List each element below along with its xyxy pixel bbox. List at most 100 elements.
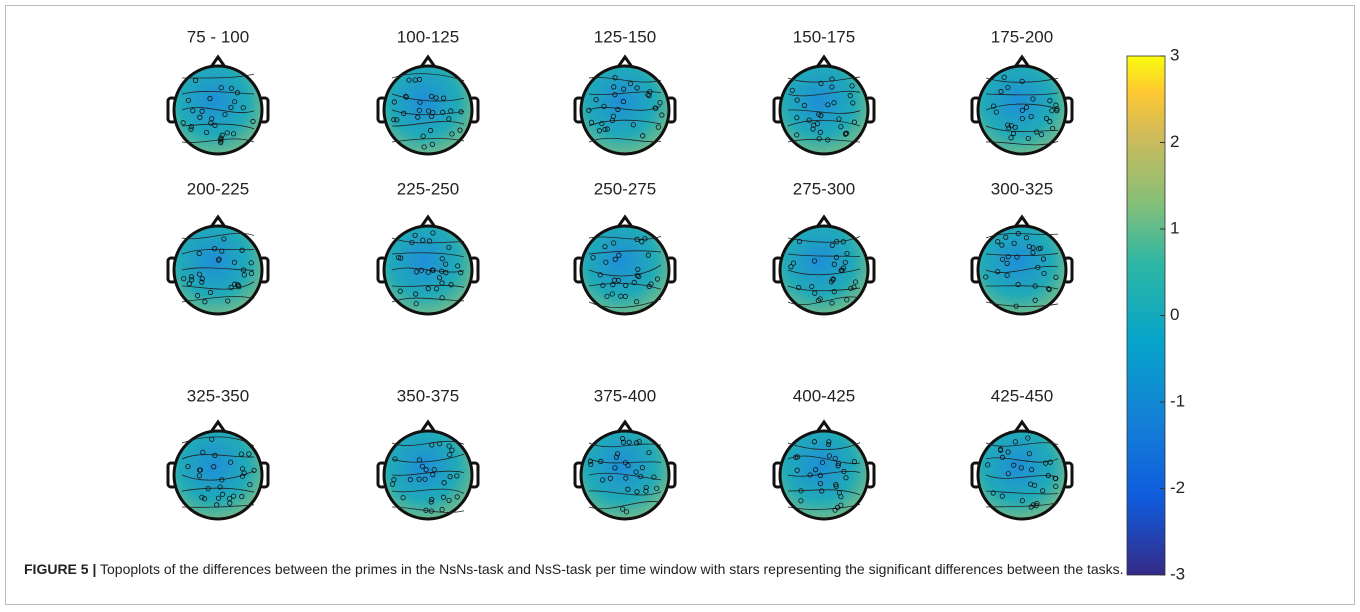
electrode [1023,104,1030,110]
electrode [625,486,631,492]
electrode [458,270,464,276]
electrode [1015,281,1021,288]
electrode [640,133,646,139]
electrode [588,461,594,467]
electrode [250,118,256,124]
colorbar-tick-label: 0 [1170,305,1179,324]
electrode [651,474,657,480]
electrode [794,97,800,103]
electrode [227,500,233,506]
electrode [1003,234,1009,240]
electrode [188,126,194,132]
contour [588,91,662,95]
electrode [1029,467,1035,473]
electrode [807,472,813,478]
electrode [457,127,463,133]
electrode [188,274,195,280]
electrode [817,481,823,487]
electrode [999,242,1005,248]
electrode [228,85,235,91]
electrode [440,95,447,101]
electrode [199,279,205,285]
nose [616,419,634,433]
electrode [449,131,455,137]
contour [181,296,255,303]
contour [391,285,465,288]
head [382,64,474,156]
contour [181,267,255,271]
electrode [806,117,812,123]
electrode [446,116,452,122]
electrode [197,114,203,120]
electrode [439,295,445,301]
electrode [794,467,800,473]
electrode [420,237,426,243]
electrode [999,256,1006,262]
electrode [219,477,225,483]
electrode [609,117,616,124]
panel-title: 200-225 [187,179,249,198]
panel-title: 75 - 100 [187,27,249,46]
electrode [239,473,246,479]
contour [588,77,662,83]
electrode [653,105,659,111]
electrode [995,269,1001,275]
electrode [449,447,455,453]
electrode [616,252,622,258]
electrode [203,129,210,136]
contour [391,138,465,143]
electrode [796,284,802,291]
electrode [426,238,433,244]
electrode [403,93,409,100]
nose [815,214,833,228]
electrode [790,260,797,266]
electrode [611,84,617,90]
electrode [396,254,402,261]
caption: FIGURE 5 | Topoplots of the differences … [24,558,1334,580]
electrode [207,289,214,295]
electrode [835,463,841,469]
contour [181,107,255,113]
electrode [590,255,596,261]
electrode [205,485,211,492]
electrode [207,95,213,102]
electrode [413,291,419,297]
electrode [832,507,838,513]
electrode [819,488,825,494]
nose [419,54,437,68]
electrode [196,271,203,277]
electrode [833,254,840,261]
electrode [1005,471,1011,477]
electrode [192,77,199,83]
electrode [814,121,821,127]
electrode [1015,230,1021,237]
electrode [202,299,208,305]
contour [391,440,465,447]
electrode [240,105,246,111]
electrode [636,439,642,445]
electrode [850,100,856,106]
topoplot [772,419,876,521]
electrode [403,94,409,100]
electrode [202,496,208,502]
panel-title: 400-425 [793,386,855,405]
electrode [437,441,443,447]
contour [391,488,465,494]
electrode [1053,274,1059,280]
electrode [1025,135,1031,142]
nose [1013,419,1031,433]
contour [985,474,1059,479]
electrode [428,93,435,100]
contour [391,109,465,116]
electrode [818,80,824,87]
electrode [620,506,626,512]
electrode [842,259,848,265]
panel-title: 275-300 [793,179,855,198]
electrode [228,284,234,290]
electrode [990,103,997,109]
electrode [392,456,398,462]
electrode [613,454,620,460]
electrode [602,126,608,133]
electrode [1030,96,1036,102]
